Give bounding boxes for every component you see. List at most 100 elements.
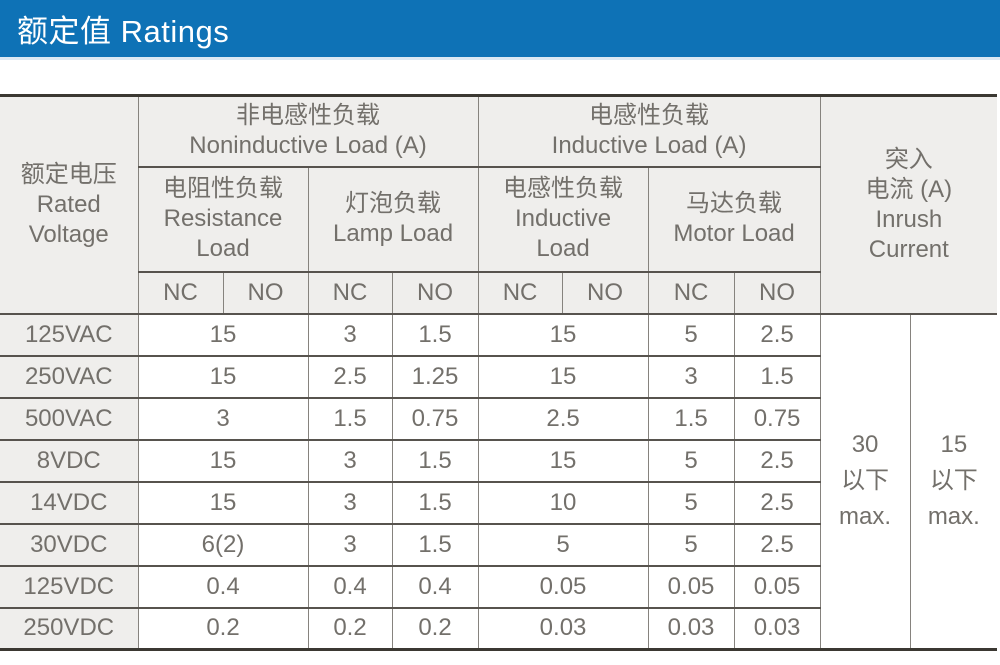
voltage-cell: 250VAC xyxy=(0,354,139,399)
resistance-zh: 电阻性负载 xyxy=(163,175,283,202)
motor-no-value: 2.5 xyxy=(733,522,821,567)
rated-voltage-zh: 额定电压 xyxy=(20,160,117,188)
motor-no-value: 0.75 xyxy=(733,396,821,441)
motor-no-value: 0.05 xyxy=(733,564,821,609)
voltage-cell: 250VDC xyxy=(0,606,139,651)
inrush-left-max: max. xyxy=(839,503,892,531)
inductive-sub-en1: Inductive xyxy=(515,205,612,232)
resistance-value: 3 xyxy=(137,396,309,441)
contact-header-nc: NC xyxy=(138,270,224,315)
inrush-current-header: 突入 电流 (A) Inrush Current xyxy=(819,94,998,315)
motor-no-value: 1.5 xyxy=(733,354,821,399)
lamp-zh: 灯泡负载 xyxy=(345,190,442,217)
motor-nc-value: 0.03 xyxy=(647,606,735,651)
lamp-load-header: 灯泡负载 Lamp Load xyxy=(307,165,479,273)
contact-header-nc: NC xyxy=(647,270,735,315)
resistance-value: 15 xyxy=(137,312,309,357)
inrush-zh2: 电流 (A) xyxy=(865,175,953,203)
motor-no-value: 2.5 xyxy=(733,438,821,483)
noninductive-group-header: 非电感性负载 Noninductive Load (A) xyxy=(137,94,479,168)
resistance-en1: Resistance xyxy=(163,205,283,232)
lamp-no-value: 0.75 xyxy=(391,396,479,441)
motor-no-value: 0.03 xyxy=(733,606,821,651)
voltage-cell: 30VDC xyxy=(0,522,139,567)
table-row: 8VDC 15 3 1.5 15 5 2.5 xyxy=(0,438,997,483)
lamp-nc-value: 1.5 xyxy=(307,396,393,441)
inrush-zh1: 突入 xyxy=(884,145,933,173)
contact-header-no: NO xyxy=(561,270,649,315)
resistance-value: 15 xyxy=(137,438,309,483)
section-title-bar: 额定值 Ratings xyxy=(0,0,1000,60)
inductive-sub-en2: Load xyxy=(536,235,590,262)
resistance-value: 6(2) xyxy=(137,522,309,567)
inductive-value: 10 xyxy=(477,480,649,525)
lamp-nc-value: 3 xyxy=(307,522,393,567)
resistance-value: 0.2 xyxy=(137,606,309,651)
motor-zh: 马达负载 xyxy=(686,190,783,217)
table-row: 125VAC 15 3 1.5 15 5 2.5 30 以下 max. 15 以… xyxy=(0,312,998,651)
lamp-nc-value: 2.5 xyxy=(307,354,393,399)
rated-voltage-en1: Rated xyxy=(36,190,101,218)
lamp-no-value: 1.25 xyxy=(391,354,479,399)
inductive-value: 5 xyxy=(477,522,649,567)
inductive-group-header: 电感性负载 Inductive Load (A) xyxy=(477,94,821,168)
lamp-nc-value: 3 xyxy=(307,480,393,525)
voltage-cell: 8VDC xyxy=(0,438,139,483)
inductive-value: 2.5 xyxy=(477,396,649,441)
table-row: 14VDC 15 3 1.5 10 5 2.5 xyxy=(0,480,997,525)
inrush-right-max: max. xyxy=(927,503,980,531)
rated-voltage-en2: Voltage xyxy=(28,220,109,248)
resistance-en2: Load xyxy=(196,235,250,262)
inrush-left-zh: 以下 xyxy=(841,467,890,495)
lamp-no-value: 1.5 xyxy=(391,312,479,357)
lamp-no-value: 1.5 xyxy=(391,480,479,525)
lamp-nc-value: 0.4 xyxy=(307,564,393,609)
contact-header-no: NO xyxy=(391,270,479,315)
inductive-value: 15 xyxy=(477,312,649,357)
inductive-sub-zh: 电感性负载 xyxy=(503,175,624,202)
voltage-cell: 14VDC xyxy=(0,480,139,525)
voltage-cell: 125VAC xyxy=(0,312,139,357)
table-row: 250VAC 15 2.5 1.25 15 3 1.5 xyxy=(0,354,997,399)
inrush-left-cell: 30 以下 max. xyxy=(819,312,911,651)
table-row: 125VDC 0.4 0.4 0.4 0.05 0.05 0.05 xyxy=(0,564,997,609)
section-title: 额定值 Ratings xyxy=(17,14,230,49)
noninductive-en: Noninductive Load (A) xyxy=(189,132,427,160)
noninductive-zh: 非电感性负载 xyxy=(236,102,381,130)
inductive-en: Inductive Load (A) xyxy=(551,132,747,160)
inductive-value: 15 xyxy=(477,354,649,399)
contact-header-nc: NC xyxy=(477,270,563,315)
inrush-right-value: 15 xyxy=(940,431,968,459)
motor-nc-value: 0.05 xyxy=(647,564,735,609)
resistance-value: 15 xyxy=(137,354,309,399)
resistance-value: 0.4 xyxy=(137,564,309,609)
voltage-cell: 125VDC xyxy=(0,564,139,609)
table-row: 500VAC 3 1.5 0.75 2.5 1.5 0.75 xyxy=(0,396,997,441)
motor-no-value: 2.5 xyxy=(733,312,821,357)
inrush-en1: Inrush xyxy=(875,205,943,233)
inrush-right-zh: 以下 xyxy=(929,467,978,495)
inductive-value: 0.05 xyxy=(477,564,649,609)
inductive-value: 0.03 xyxy=(477,606,649,651)
lamp-nc-value: 3 xyxy=(307,438,393,483)
motor-no-value: 2.5 xyxy=(733,480,821,525)
resistance-load-header: 电阻性负载 Resistance Load xyxy=(138,165,309,273)
contact-header-no: NO xyxy=(222,270,309,315)
lamp-no-value: 1.5 xyxy=(391,522,479,567)
inductive-load-header: 电感性负载 Inductive Load xyxy=(477,165,649,273)
contact-header-no: NO xyxy=(733,270,821,315)
ratings-table: 额定电压 Rated Voltage 非电感性负载 Noninductive L… xyxy=(0,94,998,651)
motor-nc-value: 3 xyxy=(647,354,735,399)
resistance-value: 15 xyxy=(137,480,309,525)
motor-nc-value: 1.5 xyxy=(647,396,735,441)
motor-en1: Motor Load xyxy=(673,220,795,247)
motor-nc-value: 5 xyxy=(647,312,735,357)
lamp-no-value: 0.4 xyxy=(391,564,479,609)
motor-load-header: 马达负载 Motor Load xyxy=(647,165,821,273)
inductive-zh: 电感性负载 xyxy=(589,102,710,130)
motor-nc-value: 5 xyxy=(647,522,735,567)
lamp-nc-value: 0.2 xyxy=(307,606,393,651)
table-row: 250VDC 0.2 0.2 0.2 0.03 0.03 0.03 xyxy=(0,606,997,651)
motor-nc-value: 5 xyxy=(647,480,735,525)
lamp-en1: Lamp Load xyxy=(332,220,454,247)
